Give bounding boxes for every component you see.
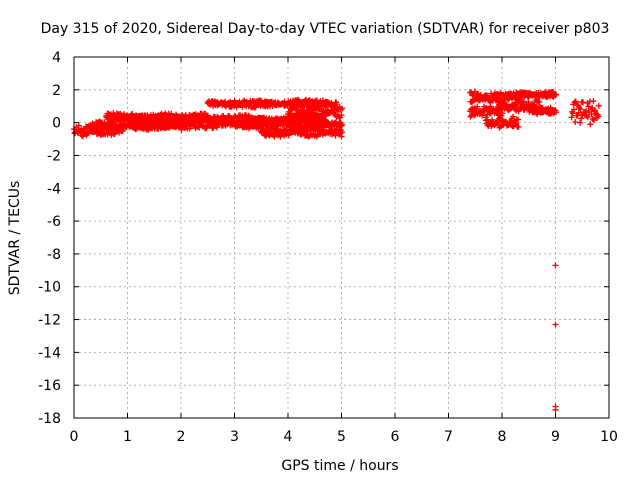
x-tick-label: 0 <box>70 429 79 445</box>
y-tick-label: -8 <box>47 247 61 263</box>
x-tick-label: 6 <box>391 429 400 445</box>
data-point <box>552 321 559 328</box>
y-axis-label: SDTVAR / TECUs <box>7 181 23 296</box>
data-point <box>590 117 597 124</box>
x-tick-label: 4 <box>284 429 293 445</box>
data-point <box>269 117 276 124</box>
data-point <box>590 98 597 105</box>
data-point <box>339 129 346 136</box>
data-point <box>245 112 252 119</box>
x-tick-label: 2 <box>177 429 186 445</box>
data-point <box>552 406 559 413</box>
data-point <box>101 119 108 126</box>
data-point <box>588 111 595 118</box>
data-point <box>497 106 504 113</box>
data-point <box>584 114 591 121</box>
x-tick-label: 10 <box>600 429 618 445</box>
axis-ticks <box>73 56 610 419</box>
data-point <box>339 105 346 112</box>
x-tick-label: 7 <box>444 429 453 445</box>
data-point <box>568 114 575 121</box>
x-tick-label: 9 <box>551 429 560 445</box>
data-point <box>513 120 520 127</box>
data-point <box>294 104 301 111</box>
x-tick-label: 8 <box>498 429 507 445</box>
data-point <box>525 99 532 106</box>
data-point <box>587 121 594 128</box>
y-tick-label: -2 <box>47 148 61 164</box>
data-point <box>572 98 579 105</box>
x-axis-label: GPS time / hours <box>281 458 398 474</box>
grid-lines <box>74 57 609 418</box>
data-point <box>583 112 590 119</box>
x-tick-label: 5 <box>337 429 346 445</box>
data-point <box>577 106 584 113</box>
data-point <box>577 119 584 126</box>
data-point <box>143 115 150 122</box>
x-tick-label: 3 <box>230 429 239 445</box>
data-point <box>536 98 543 105</box>
y-tick-label: 0 <box>52 116 61 132</box>
data-point <box>569 110 576 117</box>
data-point <box>317 103 324 110</box>
y-tick-label: -12 <box>38 313 61 329</box>
data-point <box>592 107 599 114</box>
data-point <box>126 115 133 122</box>
data-point <box>572 119 579 126</box>
data-point <box>467 113 474 120</box>
data-point <box>474 103 481 110</box>
y-tick-label: -14 <box>38 345 61 361</box>
data-point <box>518 100 525 107</box>
data-point <box>575 102 582 109</box>
data-points <box>71 88 602 413</box>
data-point <box>595 102 602 109</box>
data-point <box>510 113 517 120</box>
y-tick-label: -4 <box>47 181 61 197</box>
data-point <box>515 123 522 130</box>
data-point <box>576 104 583 111</box>
data-point <box>570 106 577 113</box>
chart-title: Day 315 of 2020, Sidereal Day-to-day VTE… <box>41 21 610 37</box>
data-point <box>334 108 341 115</box>
data-point <box>589 116 596 123</box>
y-tick-label: -6 <box>47 214 61 230</box>
x-tick-labels: 0 1 2 3 4 5 6 7 8 9 10 <box>70 429 618 445</box>
data-point <box>474 90 481 97</box>
data-point <box>339 121 346 128</box>
data-point <box>333 101 340 108</box>
x-tick-label: 1 <box>123 429 132 445</box>
data-point <box>515 116 522 123</box>
data-point <box>553 91 560 98</box>
data-point <box>552 262 559 269</box>
data-point <box>493 96 500 103</box>
data-point <box>338 112 345 119</box>
y-tick-label: 2 <box>52 83 61 99</box>
y-tick-label: -10 <box>38 280 61 296</box>
data-point <box>484 106 491 113</box>
data-point <box>595 113 602 120</box>
data-point <box>480 108 487 115</box>
data-point <box>277 133 284 140</box>
y-tick-labels: 4 2 0 -2 -4 -6 -8 -10 -12 -14 -16 -18 <box>38 50 61 427</box>
data-point <box>553 109 560 116</box>
data-point <box>75 122 82 129</box>
y-tick-label: -16 <box>38 378 61 394</box>
y-tick-label: -18 <box>38 411 61 427</box>
data-point <box>313 124 320 131</box>
y-tick-label: 4 <box>52 50 61 66</box>
data-point <box>578 115 585 122</box>
data-point <box>214 124 221 131</box>
